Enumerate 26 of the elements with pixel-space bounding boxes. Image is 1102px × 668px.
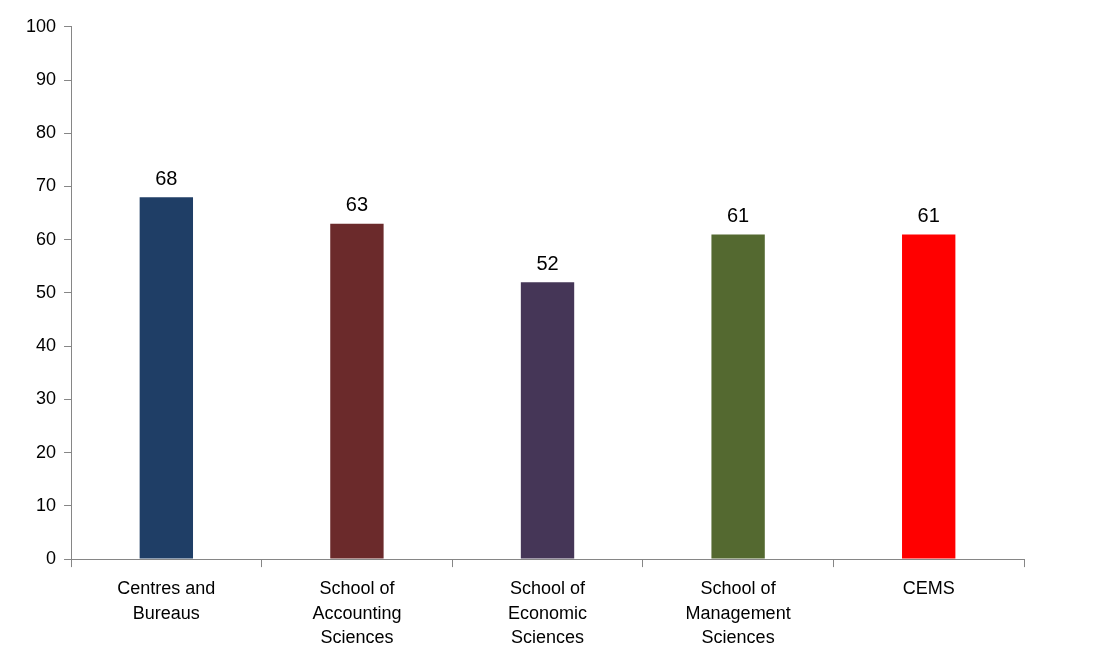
data-label: 52 <box>536 251 559 274</box>
data-label: 68 <box>155 166 178 189</box>
y-tick-label: 10 <box>36 494 57 515</box>
x-tick-label: School of Management Sciences <box>685 578 791 647</box>
y-tick-label: 60 <box>36 228 57 249</box>
bar <box>902 234 956 559</box>
y-tick-label: 40 <box>36 335 57 356</box>
bar <box>330 223 384 559</box>
x-tick-label: Centres and Bureaus <box>117 578 216 623</box>
bar <box>711 234 765 559</box>
x-tick-label: School of Economic Sciences <box>508 578 588 647</box>
y-tick-label: 100 <box>25 15 57 36</box>
y-tick-label: 50 <box>36 281 57 302</box>
x-tick-label: School of Accounting Sciences <box>312 578 402 647</box>
bar <box>139 197 194 559</box>
data-label: 61 <box>917 203 940 226</box>
y-tick-label: 20 <box>36 441 57 462</box>
data-label: 61 <box>726 203 750 226</box>
x-tick-label: CEMS <box>902 578 955 599</box>
y-tick-label: 80 <box>36 122 57 143</box>
bar <box>520 282 575 559</box>
data-label: 63 <box>345 193 369 216</box>
y-tick-label: 90 <box>36 69 57 89</box>
y-tick-label: 0 <box>46 548 57 569</box>
y-tick-label: 30 <box>36 388 57 409</box>
y-tick-label: 70 <box>36 175 57 196</box>
